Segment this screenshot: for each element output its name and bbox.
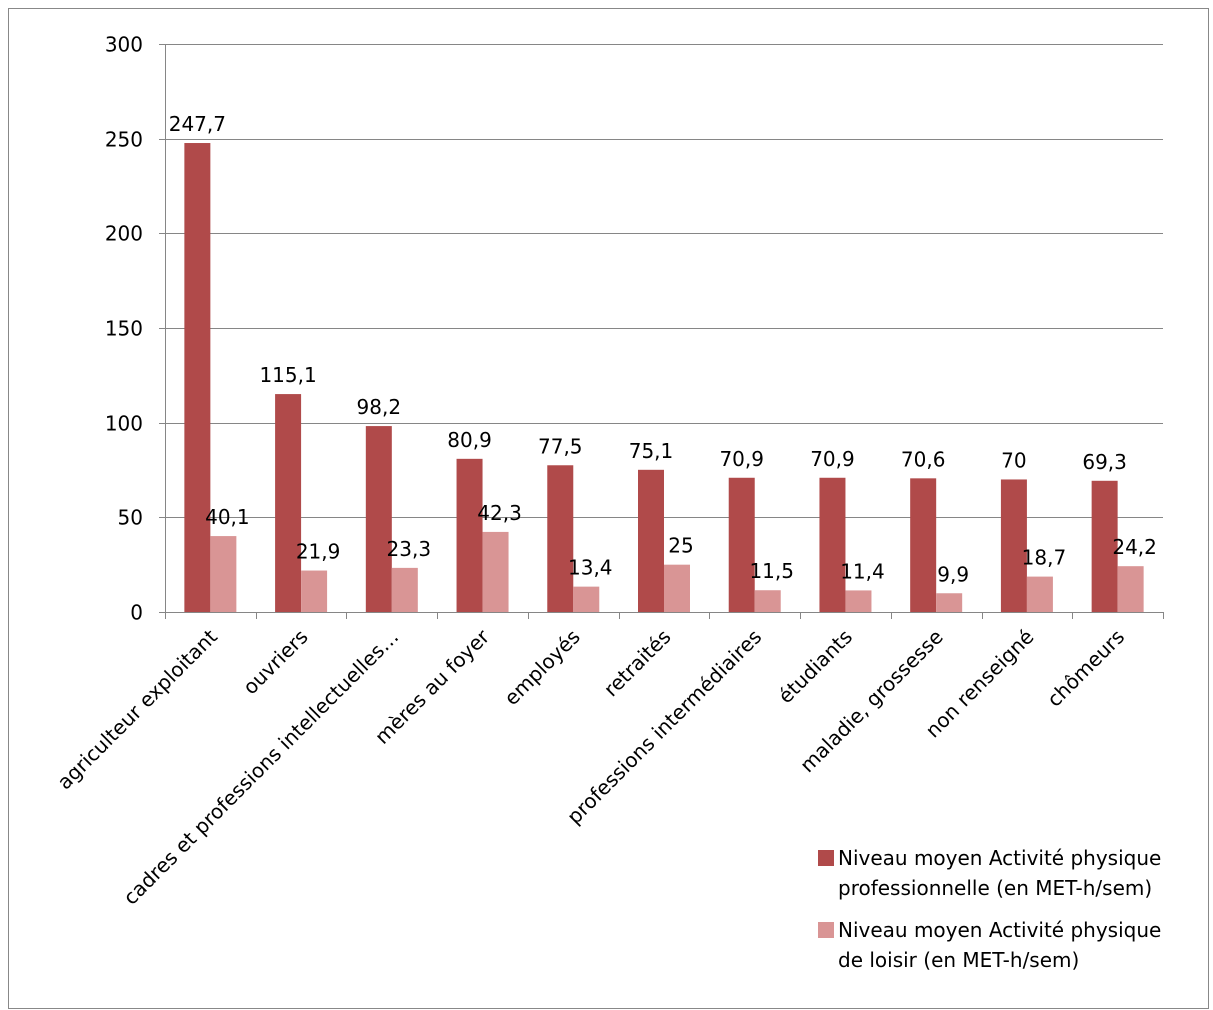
bar-s1-0 [184,143,211,612]
data-label-s2-10: 24,2 [1112,535,1157,559]
data-label-s1-5: 75,1 [629,439,674,463]
data-label-s2-0: 40,1 [205,505,250,529]
data-label-s2-9: 18,7 [1022,546,1067,570]
legend: Niveau moyen Activité physique professio… [818,843,1208,987]
bar-s2-5 [664,564,690,612]
data-label-s2-1: 21,9 [296,540,341,564]
y-tick-label-150: 150 [105,317,143,341]
data-label-s2-3: 42,3 [477,501,522,525]
bar-s2-8 [936,593,963,612]
chart-frame [8,8,1209,1009]
bar-s1-2 [365,426,392,612]
legend-label-leisure-line1: Niveau moyen Activité physique [838,918,1162,942]
bar-s1-10 [1091,480,1118,612]
data-label-s2-7: 11,4 [840,559,885,583]
bar-s1-4 [547,465,574,612]
x-category-label-1: ouvriers [238,625,313,700]
legend-swatch-leisure [818,922,834,938]
data-label-s1-7: 70,9 [810,447,855,471]
data-label-s2-5: 25 [668,534,693,558]
data-label-s1-10: 69,3 [1082,450,1127,474]
data-label-s2-6: 11,5 [749,559,794,583]
y-tick-label-100: 100 [105,412,143,436]
y-tick-label-250: 250 [105,128,143,152]
data-label-s2-8: 9,9 [937,562,969,586]
legend-item-leisure: Niveau moyen Activité physique de loisir… [818,915,1208,975]
data-label-s1-8: 70,6 [901,447,946,471]
x-category-label-10: chômeurs [1042,625,1129,712]
x-category-label-4: employés [499,625,584,710]
data-label-s1-0: 247,7 [169,112,226,136]
data-label-s1-9: 70 [1001,448,1026,472]
legend-swatch-professional [818,850,834,866]
bar-s2-1 [301,570,328,612]
legend-label-professional-line1: Niveau moyen Activité physique [838,846,1162,870]
bar-s1-3 [456,458,483,612]
bar-s2-10 [1117,566,1144,612]
bar-s1-8 [910,478,937,612]
legend-label-professional-line2: professionnelle (en MET-h/sem) [838,876,1153,900]
bar-s2-9 [1026,576,1053,612]
x-category-label-0: agriculteur exploitant [52,624,222,794]
data-label-s2-4: 13,4 [568,556,613,580]
data-label-s1-2: 98,2 [357,395,402,419]
bar-s1-1 [275,394,302,612]
y-tick-label-50: 50 [118,506,143,530]
bar-s2-2 [391,567,418,612]
bar-s2-6 [754,590,781,612]
y-tick-label-200: 200 [105,222,143,246]
y-tick-label-0: 0 [130,601,143,625]
data-label-s2-2: 23,3 [387,537,432,561]
legend-label-leisure: Niveau moyen Activité physique de loisir… [838,915,1161,975]
bar-s1-5 [638,469,664,612]
bar-s1-9 [1000,479,1027,612]
legend-label-leisure-line2: de loisir (en MET-h/sem) [838,948,1080,972]
legend-label-professional: Niveau moyen Activité physique professio… [838,843,1161,903]
data-label-s1-3: 80,9 [447,428,492,452]
bar-s2-4 [573,586,600,612]
bar-s2-7 [845,590,872,612]
legend-item-professional: Niveau moyen Activité physique professio… [818,843,1208,903]
data-label-s1-4: 77,5 [538,434,583,458]
data-label-s1-1: 115,1 [259,363,316,387]
bar-s2-0 [210,536,237,612]
x-category-label-6: professions intermédiaires [562,625,766,829]
data-label-s1-6: 70,9 [719,447,764,471]
bar-s2-3 [482,531,509,612]
x-category-label-5: retraités [599,625,676,702]
bar-s1-6 [728,477,755,612]
y-tick-label-300: 300 [105,33,143,57]
bar-s1-7 [819,477,846,612]
x-category-label-7: étudiants [773,625,857,709]
